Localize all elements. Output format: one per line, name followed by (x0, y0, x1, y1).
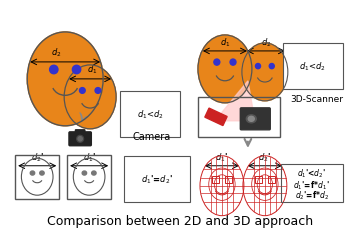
Ellipse shape (269, 64, 274, 69)
Ellipse shape (92, 171, 96, 175)
Text: Comparison between 2D and 3D approach: Comparison between 2D and 3D approach (47, 214, 313, 227)
Ellipse shape (95, 88, 101, 94)
Ellipse shape (78, 137, 82, 141)
Text: $d_1$'<$d_2$': $d_1$'<$d_2$' (297, 167, 326, 179)
Ellipse shape (64, 66, 116, 129)
Text: $d_2$': $d_2$' (258, 151, 271, 163)
FancyBboxPatch shape (240, 108, 270, 130)
Ellipse shape (72, 66, 81, 74)
Text: $d_1$: $d_1$ (220, 36, 230, 49)
FancyBboxPatch shape (69, 132, 91, 146)
Text: $d_1$: $d_1$ (87, 63, 97, 76)
Ellipse shape (248, 117, 254, 122)
Text: $d_2$: $d_2$ (261, 36, 271, 49)
Ellipse shape (27, 33, 103, 126)
Ellipse shape (80, 88, 85, 94)
Text: $d_1$'=$d_2$': $d_1$'=$d_2$' (141, 173, 173, 185)
Polygon shape (205, 109, 227, 126)
Ellipse shape (82, 171, 87, 175)
Text: $d_1$<$d_2$: $d_1$<$d_2$ (137, 108, 163, 120)
Text: $d_1$': $d_1$' (82, 151, 96, 163)
FancyBboxPatch shape (75, 130, 85, 136)
Text: $d_2$': $d_2$' (31, 151, 44, 163)
Text: $d_1$': $d_1$' (215, 151, 229, 163)
Ellipse shape (246, 115, 256, 123)
Ellipse shape (256, 64, 261, 69)
Text: $d_2$: $d_2$ (51, 46, 62, 59)
Text: $d_1$'=f*$d_1$': $d_1$'=f*$d_1$' (293, 179, 330, 191)
Ellipse shape (50, 66, 58, 74)
Ellipse shape (230, 60, 236, 66)
Ellipse shape (77, 136, 84, 143)
Ellipse shape (214, 60, 220, 66)
Text: $d_1$<$d_2$: $d_1$<$d_2$ (300, 60, 326, 73)
Polygon shape (215, 82, 255, 121)
Ellipse shape (242, 44, 288, 101)
Text: Camera: Camera (133, 131, 171, 141)
Text: $d_2$'=f*$d_2$: $d_2$'=f*$d_2$ (295, 189, 329, 201)
Ellipse shape (30, 171, 35, 175)
Ellipse shape (40, 171, 44, 175)
Ellipse shape (198, 36, 252, 104)
Text: 3D-Scanner: 3D-Scanner (290, 95, 343, 104)
